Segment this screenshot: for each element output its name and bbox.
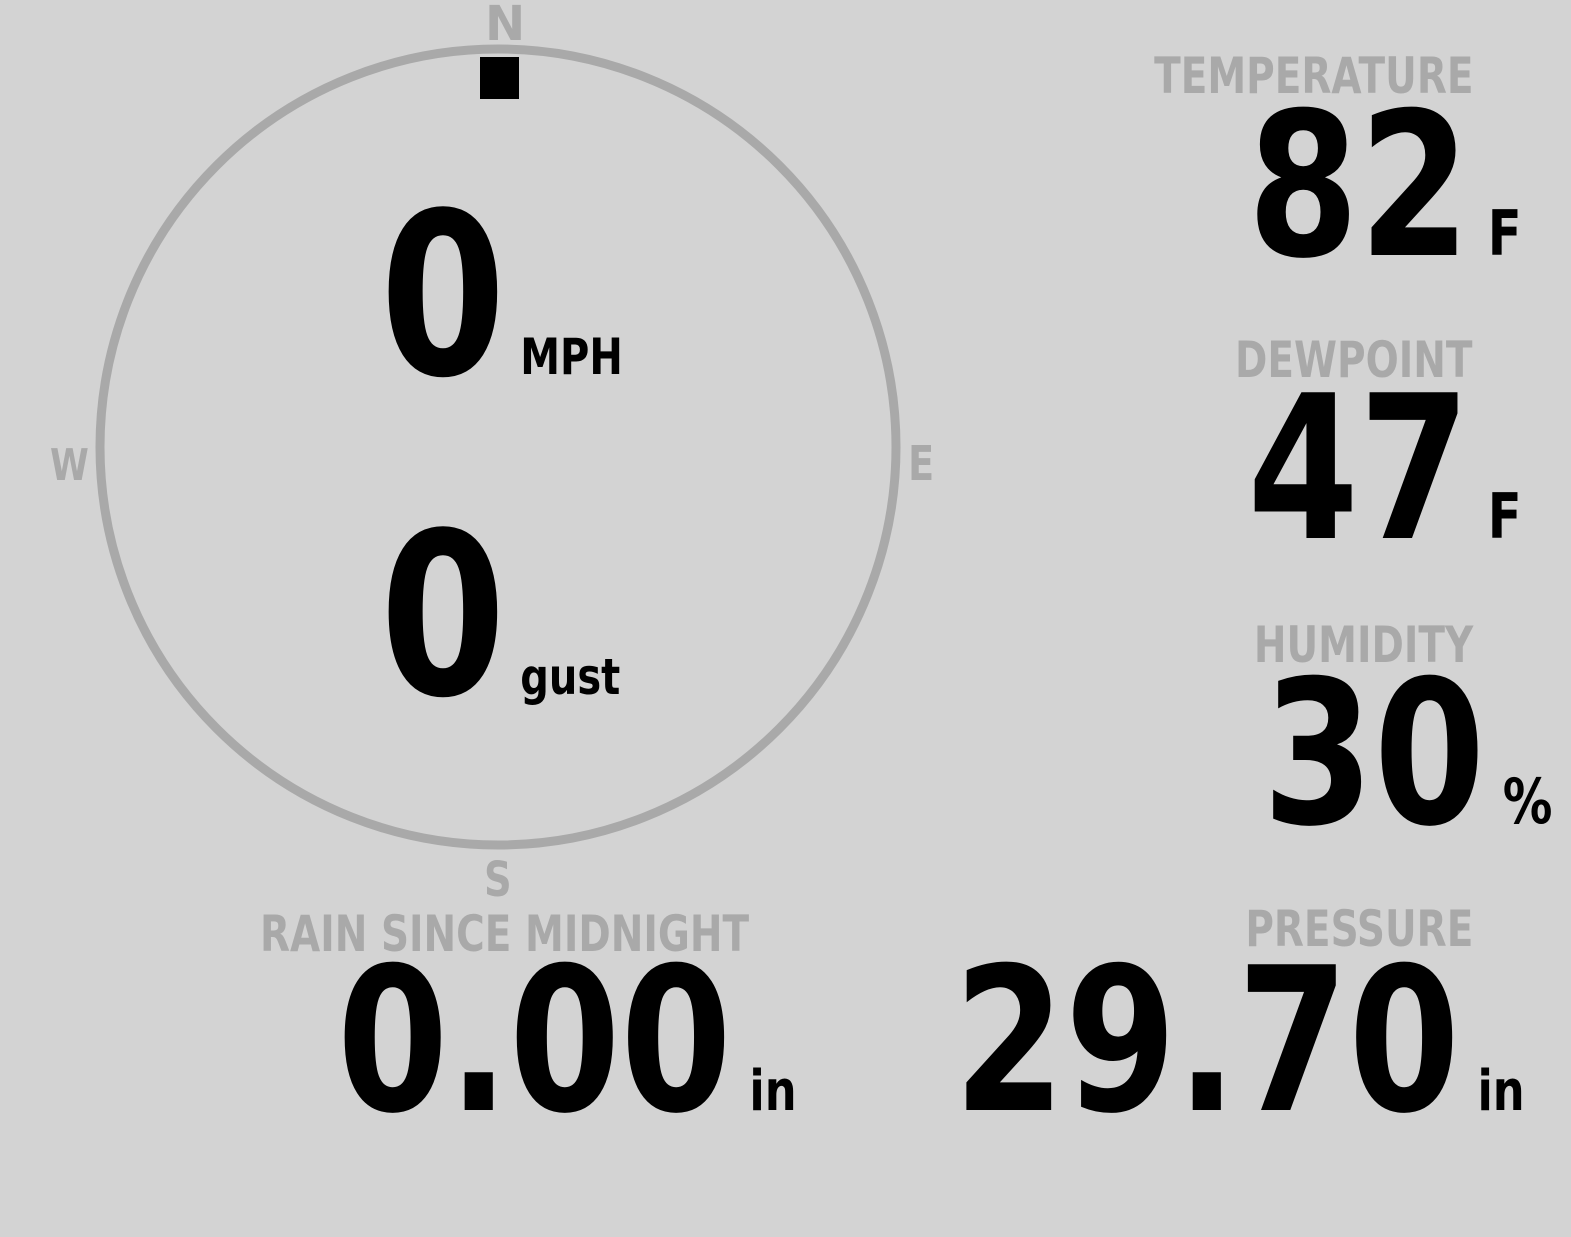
humidity-unit: % [1502,765,1552,838]
pressure-label: PRESSURE [1244,900,1473,958]
wind-speed-value: 0 [380,165,506,428]
dewpoint-value: 47 [1247,353,1471,586]
rain-unit: in [749,1059,797,1124]
compass-east-label: E [908,436,935,492]
wind-speed-unit: MPH [520,328,623,386]
dewpoint-unit: F [1488,480,1522,553]
wind-gust-value: 0 [380,485,506,748]
humidity-value: 30 [1262,638,1485,871]
dewpoint-label: DEWPOINT [1235,331,1473,389]
pressure-reading: 29.70 in [954,942,1525,1142]
wind-gust: 0 gust [380,504,620,730]
rain-reading: 0.00 in [337,942,797,1142]
temperature-value: 82 [1247,70,1471,303]
temperature-label: TEMPERATURE [1153,47,1473,105]
rain-label: RAIN SINCE MIDNIGHT [260,905,750,963]
humidity-label: HUMIDITY [1253,616,1473,674]
wind-direction-marker [480,57,519,99]
pressure-value: 29.70 [954,925,1461,1158]
wind-speed: 0 MPH [380,184,623,410]
wind-direction-marker-shape [480,57,519,99]
compass-ring [95,44,901,850]
pressure-unit: in [1477,1059,1525,1124]
compass-west-label: W [50,440,89,491]
humidity-reading: 30 % [1262,655,1552,855]
compass-south-label: S [484,852,512,908]
temperature-reading: 82 F [1248,87,1522,287]
compass-north-label: N [485,0,526,52]
temperature-unit: F [1488,197,1522,270]
dewpoint-reading: 47 F [1248,370,1522,570]
rain-value: 0.00 [337,925,732,1158]
wind-gust-unit: gust [520,648,621,706]
